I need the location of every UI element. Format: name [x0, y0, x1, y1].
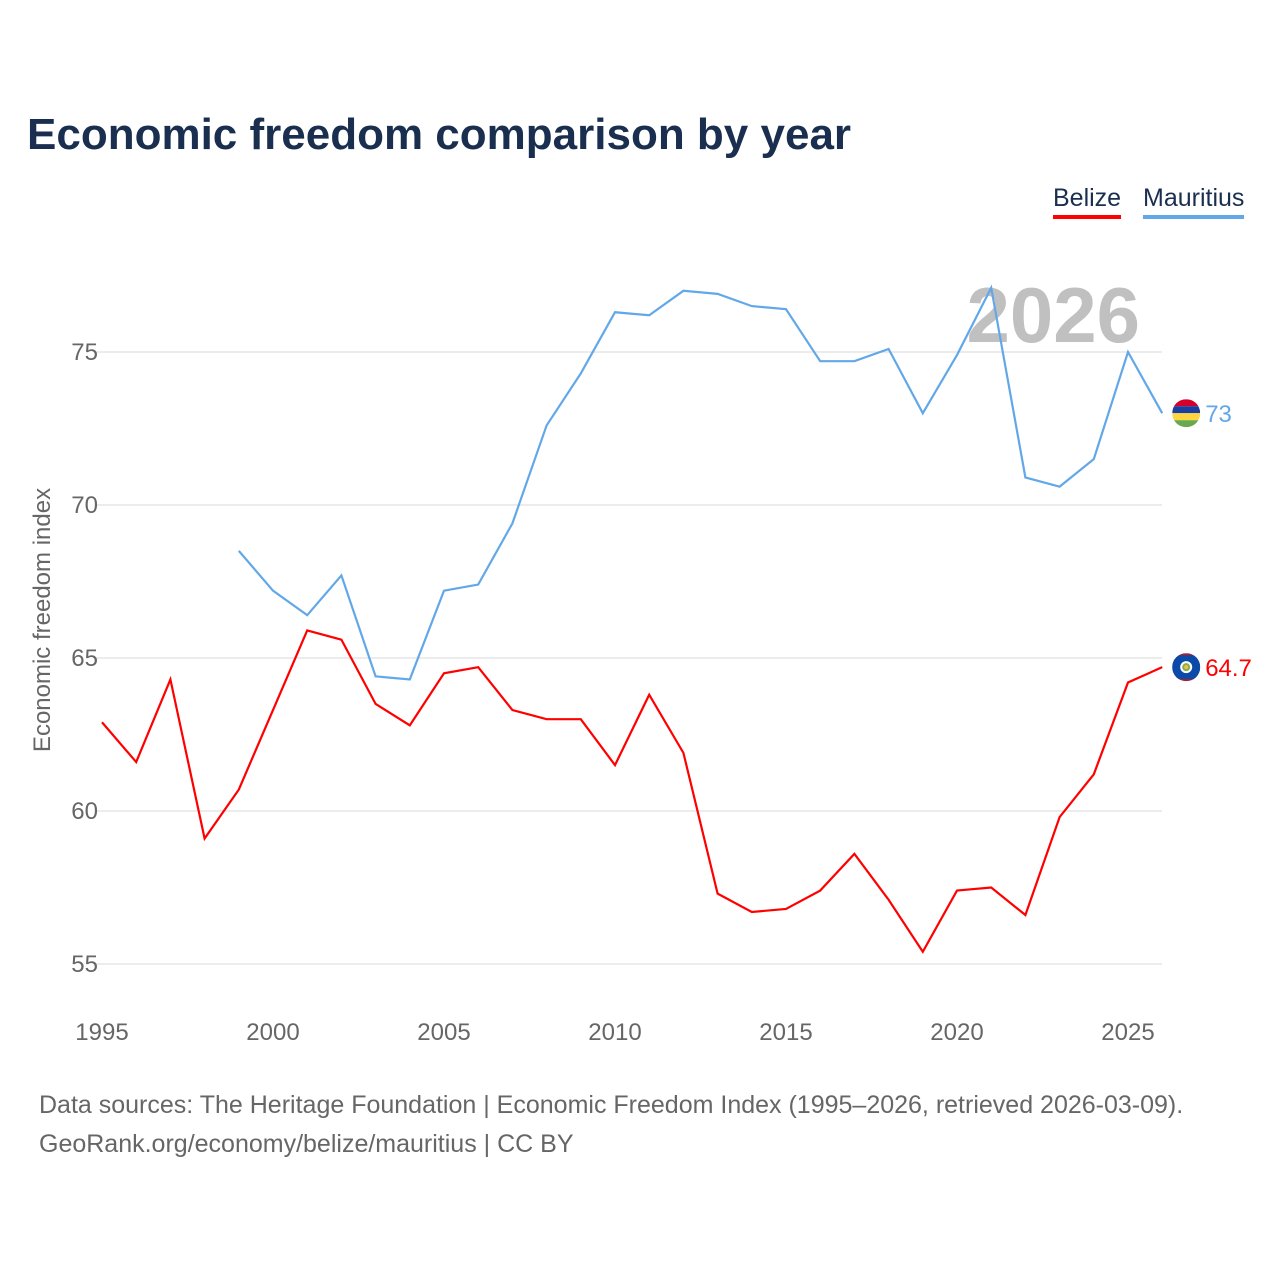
chart-title: Economic freedom comparison by year	[27, 110, 852, 159]
y-tick-label: 75	[71, 339, 98, 366]
x-tick-label: 2015	[759, 1019, 812, 1046]
y-tick-label: 55	[71, 951, 98, 978]
end-value-label: 64.7	[1205, 655, 1252, 682]
mauritius-flag-icon	[1172, 399, 1201, 428]
legend-mauritius[interactable]: Mauritius	[1143, 184, 1245, 219]
series-line-belize	[101, 629, 1163, 954]
x-tick-label: 2025	[1101, 1019, 1154, 1046]
source-text: Data sources: The Heritage Foundation | …	[39, 1091, 1184, 1119]
x-tick-label: 2010	[588, 1019, 641, 1046]
end-value-label: 73	[1205, 401, 1232, 428]
year-watermark: 2026	[966, 271, 1140, 359]
x-tick-label: 2005	[417, 1019, 470, 1046]
attribution-link[interactable]: GeoRank.org/economy/belize/mauritius | C…	[39, 1130, 574, 1158]
y-tick-label: 70	[71, 492, 98, 519]
y-axis-label: Economic freedom index	[29, 488, 56, 752]
footer: Data sources: The Heritage Foundation | …	[39, 1086, 1183, 1164]
legend-belize[interactable]: Belize	[1053, 184, 1122, 219]
y-tick-label: 65	[71, 645, 98, 672]
y-tick-label: 60	[71, 798, 98, 825]
x-tick-label: 2000	[246, 1019, 299, 1046]
series-line-mauritius	[237, 284, 1164, 681]
x-tick-label: 2020	[930, 1019, 983, 1046]
belize-flag-icon	[1172, 653, 1201, 682]
x-tick-label: 1995	[75, 1019, 128, 1046]
